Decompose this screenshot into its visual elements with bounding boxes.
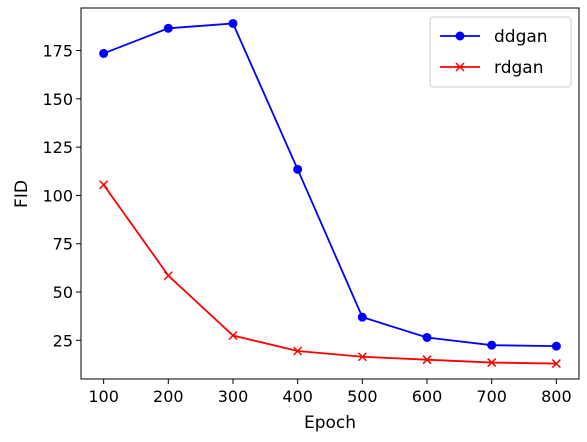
x-tick-label: 500 (347, 387, 378, 406)
x-tick-label: 600 (412, 387, 443, 406)
series-rdgan-point (551, 359, 561, 369)
series-rdgan (99, 180, 561, 369)
y-tick-label: 25 (53, 331, 73, 350)
series-rdgan-point (422, 355, 432, 365)
legend-swatch-point (455, 62, 465, 72)
y-tick-label: 100 (42, 186, 73, 205)
series-rdgan-point (163, 271, 173, 281)
legend-box (429, 16, 572, 88)
plot-area (99, 18, 561, 369)
x-tick-label: 700 (476, 387, 507, 406)
x-tick-label: 200 (153, 387, 184, 406)
y-axis-label: FID (12, 180, 32, 208)
legend-label: ddgan (494, 27, 548, 47)
legend-swatch-point (455, 31, 465, 41)
x-tick-label: 800 (541, 387, 572, 406)
legend-label: rdgan (494, 58, 543, 78)
legend: ddgan rdgan (429, 16, 572, 88)
series-rdgan-point (228, 330, 238, 341)
series-ddgan (99, 18, 561, 351)
series-ddgan-point (99, 48, 109, 58)
series-rdgan-line (102, 184, 557, 365)
axes: 100 200 300 400 500 600 700 800 25 50 75 100 125 150 1… (42, 42, 571, 406)
x-tick-label: 300 (218, 387, 249, 406)
series-rdgan-point (357, 352, 367, 362)
series-ddgan-point (293, 164, 303, 174)
axes-frame (80, 7, 580, 380)
series-ddgan-line (103, 22, 557, 348)
x-tick-label: 400 (282, 387, 313, 406)
series-rdgan-point (487, 358, 497, 368)
series-ddgan-point (422, 332, 432, 342)
y-tick-label: 125 (42, 138, 73, 157)
series-ddgan-point (487, 340, 497, 350)
y-tick-label: 175 (42, 42, 73, 61)
series-rdgan-point (293, 346, 303, 356)
series-rdgan-point (99, 180, 109, 190)
series-ddgan-point (163, 23, 173, 33)
series-ddgan-point (357, 312, 367, 322)
y-tick-label: 50 (53, 283, 73, 302)
y-tick-label: 75 (53, 235, 73, 254)
x-axis-label: Epoch (304, 413, 356, 433)
y-tick-label: 150 (42, 90, 73, 109)
series-ddgan-point (228, 18, 238, 28)
series-ddgan-point (551, 341, 561, 351)
x-tick-label: 100 (88, 387, 119, 406)
